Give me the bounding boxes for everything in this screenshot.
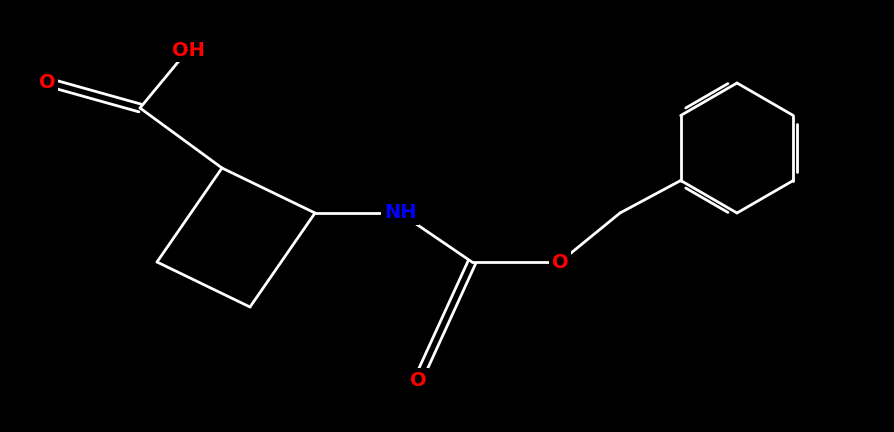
Text: OH: OH [172, 41, 205, 60]
Text: O: O [552, 252, 569, 271]
Text: NH: NH [384, 203, 417, 222]
Text: O: O [38, 73, 55, 92]
Text: O: O [409, 371, 426, 390]
